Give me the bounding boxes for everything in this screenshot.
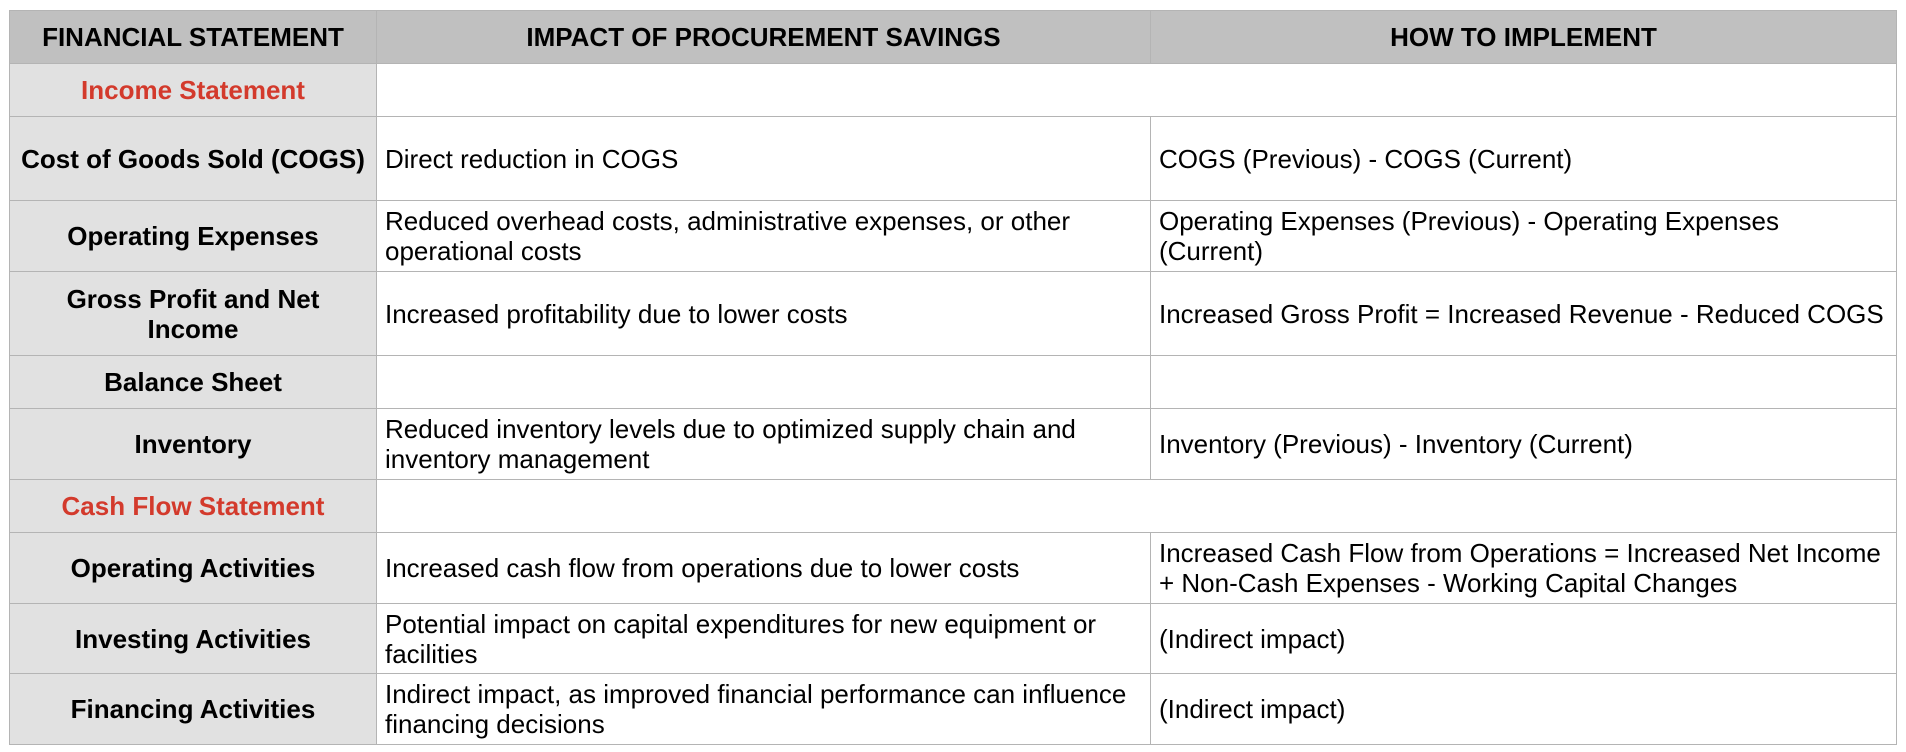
table-row-financing-activities: Financing Activities Indirect impact, as… (9, 673, 1897, 745)
table-row-operating-expenses: Operating Expenses Reduced overhead cost… (9, 200, 1897, 272)
row-label-inventory: Inventory (9, 408, 377, 480)
table-row-investing-activities: Investing Activities Potential impact on… (9, 603, 1897, 674)
row-label-cogs: Cost of Goods Sold (COGS) (9, 116, 377, 201)
impact-cell-investing-activities: Potential impact on capital expenditures… (376, 603, 1151, 674)
row-label-gross-profit: Gross Profit and Net Income (9, 271, 377, 356)
impact-cell-operating-activities: Increased cash flow from operations due … (376, 532, 1151, 604)
column-header-financial-statement: FINANCIAL STATEMENT (9, 10, 377, 64)
impact-cell-operating-expenses: Reduced overhead costs, administrative e… (376, 200, 1151, 272)
row-label-financing-activities: Financing Activities (9, 673, 377, 745)
row-label-investing-activities: Investing Activities (9, 603, 377, 674)
table-row-cash-flow-statement: Cash Flow Statement (9, 479, 1897, 533)
implement-cell-cogs: COGS (Previous) - COGS (Current) (1150, 116, 1897, 201)
impact-cell-gross-profit: Increased profitability due to lower cos… (376, 271, 1151, 356)
implement-cell-gross-profit: Increased Gross Profit = Increased Reven… (1150, 271, 1897, 356)
implement-cell-operating-expenses: Operating Expenses (Previous) - Operatin… (1150, 200, 1897, 272)
column-header-how-to-implement: HOW TO IMPLEMENT (1150, 10, 1897, 64)
section-label-income-statement: Income Statement (9, 63, 377, 117)
row-label-operating-expenses: Operating Expenses (9, 200, 377, 272)
impact-cell-cogs: Direct reduction in COGS (376, 116, 1151, 201)
financial-statement-table: FINANCIAL STATEMENT IMPACT OF PROCUREMEN… (9, 10, 1897, 745)
implement-cell-financing-activities: (Indirect impact) (1150, 673, 1897, 745)
section-blank-cell (376, 479, 1897, 533)
implement-cell-inventory: Inventory (Previous) - Inventory (Curren… (1150, 408, 1897, 480)
impact-cell-inventory: Reduced inventory levels due to optimize… (376, 408, 1151, 480)
header-row: FINANCIAL STATEMENT IMPACT OF PROCUREMEN… (9, 10, 1897, 64)
table-row-operating-activities: Operating Activities Increased cash flow… (9, 532, 1897, 604)
table-row-cogs: Cost of Goods Sold (COGS) Direct reducti… (9, 116, 1897, 201)
section-blank-cell (376, 63, 1897, 117)
impact-cell-balance-sheet (376, 355, 1151, 409)
row-label-balance-sheet: Balance Sheet (9, 355, 377, 409)
implement-cell-investing-activities: (Indirect impact) (1150, 603, 1897, 674)
implement-cell-operating-activities: Increased Cash Flow from Operations = In… (1150, 532, 1897, 604)
table-row-gross-profit: Gross Profit and Net Income Increased pr… (9, 271, 1897, 356)
row-label-operating-activities: Operating Activities (9, 532, 377, 604)
impact-cell-financing-activities: Indirect impact, as improved financial p… (376, 673, 1151, 745)
table-row-inventory: Inventory Reduced inventory levels due t… (9, 408, 1897, 480)
table-row-income-statement: Income Statement (9, 63, 1897, 117)
column-header-impact: IMPACT OF PROCUREMENT SAVINGS (376, 10, 1151, 64)
section-label-cash-flow-statement: Cash Flow Statement (9, 479, 377, 533)
table-row-balance-sheet: Balance Sheet (9, 355, 1897, 409)
implement-cell-balance-sheet (1150, 355, 1897, 409)
